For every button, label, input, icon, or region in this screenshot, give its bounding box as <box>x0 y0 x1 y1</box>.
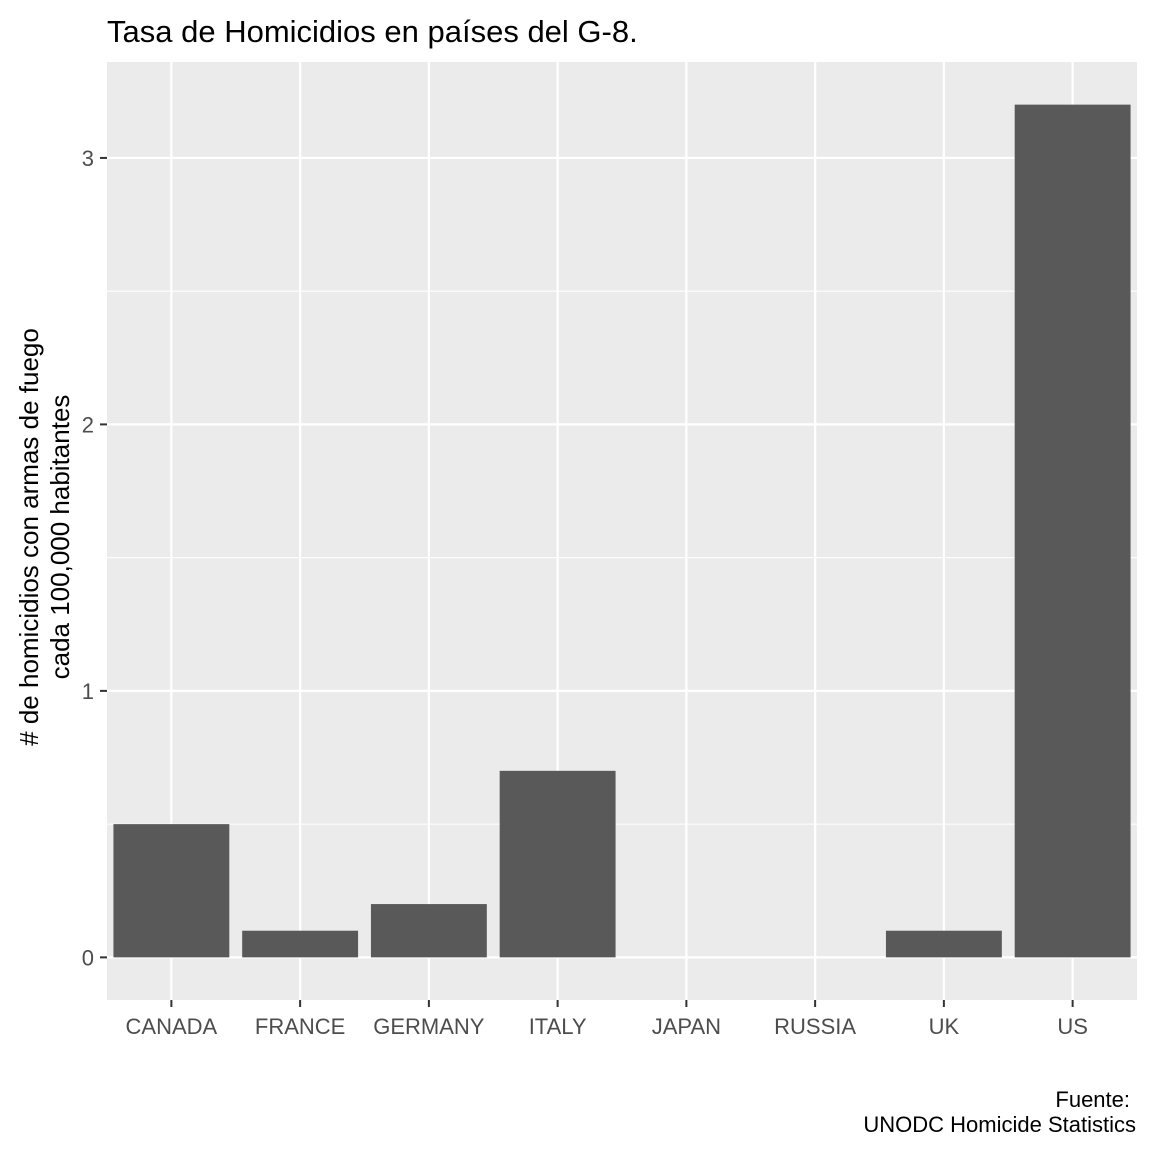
caption-line-2: UNODC Homicide Statistics <box>863 1112 1136 1137</box>
bar-uk <box>885 930 1002 958</box>
y-tick-label: 2 <box>82 412 94 437</box>
chart-title: Tasa de Homicidios en países del G-8. <box>107 14 638 49</box>
grid-major <box>107 62 1137 1000</box>
plot-panel <box>107 62 1137 1000</box>
x-tick-label-france: FRANCE <box>255 1014 345 1039</box>
y-axis-title-line-1: # de homicidios con armas de fuego <box>14 328 44 746</box>
bar-italy <box>499 770 616 958</box>
x-tick-label-japan: JAPAN <box>652 1014 721 1039</box>
grid-minor <box>107 290 1137 825</box>
y-axis-title: # de homicidios con armas de fuego cada … <box>14 328 75 746</box>
y-tick-label: 1 <box>82 679 94 704</box>
y-tick-label: 3 <box>82 146 94 171</box>
y-axis-ticks: 0 1 2 3 <box>82 146 107 970</box>
bar-canada <box>113 824 230 958</box>
bars <box>113 104 1131 958</box>
y-axis-title-line-2: cada 100,000 habitantes <box>45 395 75 680</box>
bar-germany <box>370 904 487 958</box>
x-tick-label-us: US <box>1057 1014 1088 1039</box>
bar-us <box>1014 104 1131 958</box>
x-tick-label-russia: RUSSIA <box>774 1014 856 1039</box>
x-tick-label-uk: UK <box>929 1014 960 1039</box>
y-tick-label: 0 <box>82 945 94 970</box>
x-tick-label-italy: ITALY <box>529 1014 587 1039</box>
x-axis-ticks: CANADA FRANCE GERMANY ITALY JAPAN RUSSIA UK US <box>126 1000 1088 1039</box>
x-tick-label-canada: CANADA <box>126 1014 218 1039</box>
caption-line-1: Fuente: <box>1055 1087 1130 1112</box>
bar-france <box>242 930 359 958</box>
x-tick-label-germany: GERMANY <box>373 1014 485 1039</box>
